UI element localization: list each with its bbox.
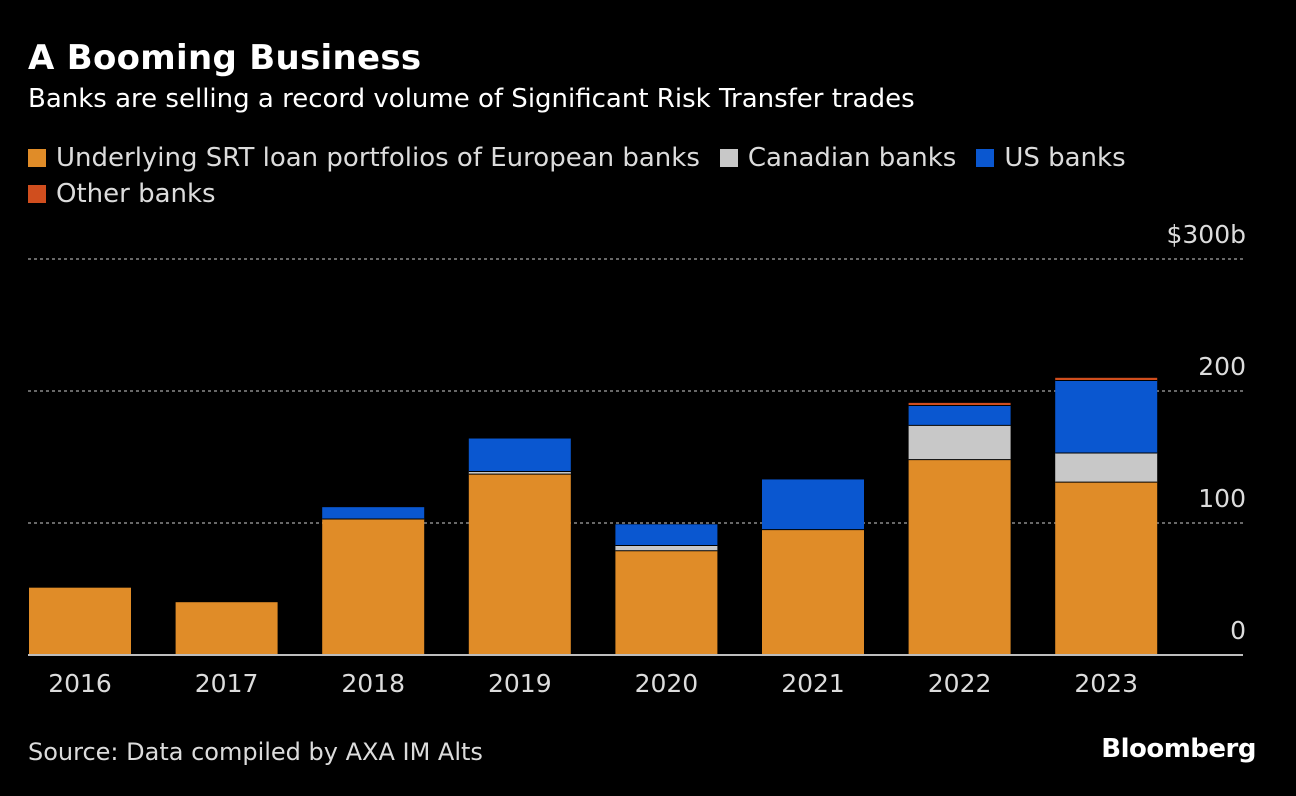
legend: Underlying SRT loan portfolios of Europe… xyxy=(28,140,1228,212)
bar-2020-series-0 xyxy=(615,550,718,655)
bar-2023-series-1 xyxy=(1055,453,1158,483)
x-tick-label: 2021 xyxy=(781,669,845,698)
brand-logo: Bloomberg xyxy=(1101,734,1256,764)
y-tick-label: 100 xyxy=(1198,484,1246,513)
x-tick-label: 2019 xyxy=(488,669,552,698)
bar-2019-series-2 xyxy=(468,438,571,472)
legend-swatch xyxy=(719,149,738,167)
legend-item-1: Canadian banks xyxy=(719,140,957,176)
chart-subtitle: Banks are selling a record volume of Sig… xyxy=(28,84,915,114)
x-tick-label: 2023 xyxy=(1074,669,1138,698)
bar-2022-series-2 xyxy=(908,405,1011,426)
bar-2019-series-1 xyxy=(468,471,571,475)
bar-2019-series-0 xyxy=(468,474,571,655)
legend-label: Other banks xyxy=(56,179,216,209)
bar-2020-series-1 xyxy=(615,545,718,551)
legend-label: Canadian banks xyxy=(747,143,957,173)
legend-item-3: Other banks xyxy=(28,176,216,212)
bar-2021-series-0 xyxy=(762,529,864,655)
bar-2023-series-3 xyxy=(1055,377,1158,381)
legend-label: Underlying SRT loan portfolios of Europe… xyxy=(56,143,700,173)
legend-swatch xyxy=(28,149,46,167)
x-tick-label: 2016 xyxy=(48,669,112,698)
legend-label: US banks xyxy=(1004,143,1126,173)
bar-2021-series-2 xyxy=(762,479,864,530)
x-tick-label: 2018 xyxy=(341,669,405,698)
y-tick-label: 0 xyxy=(1230,616,1246,645)
y-tick-label: $300b xyxy=(1167,220,1247,249)
source-note: Source: Data compiled by AXA IM Alts xyxy=(28,738,483,766)
legend-item-0: Underlying SRT loan portfolios of Europe… xyxy=(28,140,700,176)
bar-2017-series-0 xyxy=(175,602,278,655)
legend-swatch xyxy=(976,149,995,167)
bar-2022-series-1 xyxy=(908,425,1011,460)
bar-2016-series-0 xyxy=(29,587,131,655)
bar-2022-series-0 xyxy=(908,459,1011,655)
x-tick-label: 2020 xyxy=(635,669,699,698)
legend-swatch xyxy=(28,185,46,203)
bar-2018-series-2 xyxy=(322,507,425,520)
chart-title: A Booming Business xyxy=(28,38,422,78)
y-tick-label: 200 xyxy=(1198,352,1246,381)
x-tick-label: 2022 xyxy=(928,669,992,698)
bar-2023-series-2 xyxy=(1055,380,1158,454)
bar-2018-series-0 xyxy=(322,519,425,655)
bar-2022-series-3 xyxy=(908,402,1011,406)
bar-2023-series-0 xyxy=(1055,482,1158,655)
x-tick-label: 2017 xyxy=(195,669,259,698)
bar-2020-series-2 xyxy=(615,524,718,546)
legend-item-2: US banks xyxy=(976,140,1126,176)
